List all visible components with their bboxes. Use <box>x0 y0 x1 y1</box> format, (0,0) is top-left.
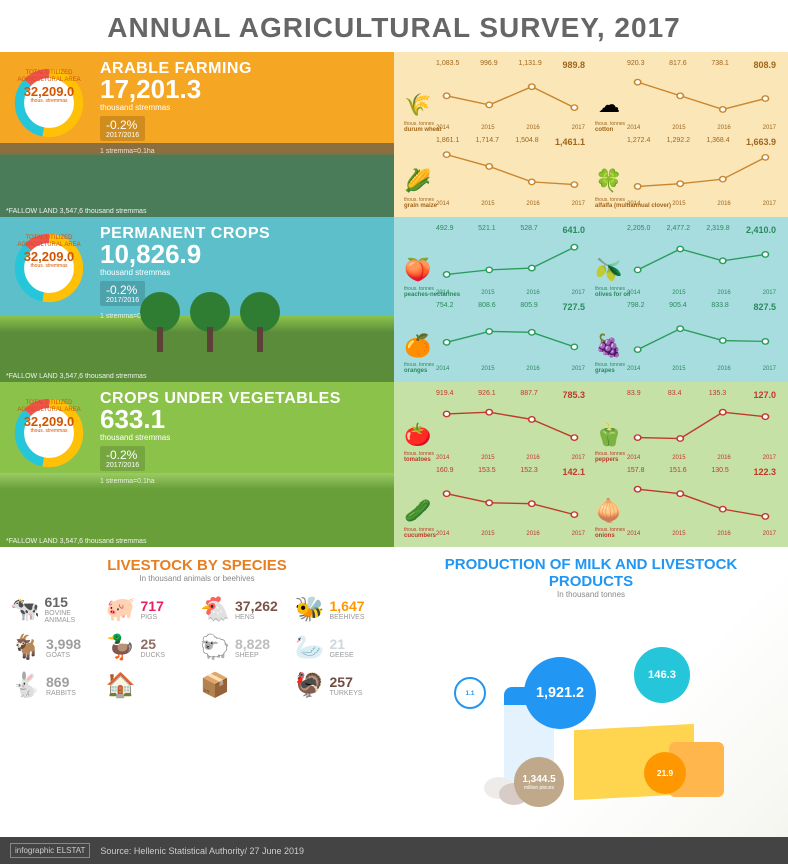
mini-chart-grain-maize: 1,861.11,714.71,504.81,461.1 🌽 thous. to… <box>402 137 589 210</box>
milk-bubble: 1,344.5million pieces <box>514 757 564 807</box>
section-headline: CROPS UNDER VEGETABLES 633.1 thousand st… <box>100 390 341 485</box>
mini-years: 2014201520162017 <box>436 290 585 296</box>
crop-icon: 🍑 <box>404 256 432 284</box>
section-row-1: TOTAL UTILIZED AGRICULTURAL AREA 32,209.… <box>0 217 788 382</box>
animal-icon: 🐇 <box>10 669 42 701</box>
crop-icon: ☁ <box>595 91 623 119</box>
mini-label: thous. tonnespeppers <box>595 452 625 463</box>
mini-label: thous. tonnescucumbers <box>404 528 436 539</box>
livestock-item: 🐔 37,262HENS <box>199 593 290 625</box>
livestock-item: 🐑 8,828SHEEP <box>199 631 290 663</box>
animal-icon: 🐝 <box>294 593 326 625</box>
mini-chart-durum-wheat: 1,083.5996.91,131.9989.8 🌾 thous. tonnes… <box>402 60 589 133</box>
mini-label: thous. tonnesgrapes <box>595 363 625 374</box>
milk-bubble: 21.9 <box>644 752 686 794</box>
mini-chart-alfalfa-(multiannual-clover): 1,272.41,292.21,368.41,663.9 🍀 thous. to… <box>593 137 780 210</box>
fallow-note: *FALLOW LAND 3,547,6 thousand stremmas <box>6 538 146 545</box>
mini-years: 2014201520162017 <box>627 201 776 207</box>
mini-label: thous. tonnesonions <box>595 528 625 539</box>
mini-years: 2014201520162017 <box>436 201 585 207</box>
livestock-item: 🦆 25DUCKS <box>105 631 196 663</box>
donut-label: TOTAL UTILIZED AGRICULTURAL AREA 32,209.… <box>10 235 88 270</box>
crop-icon: 🍀 <box>595 167 623 195</box>
mini-label: thous. tonnescotton <box>595 122 625 133</box>
livestock-item: 🦢 21GEESE <box>294 631 385 663</box>
fallow-note: *FALLOW LAND 3,547,6 thousand stremmas <box>6 208 146 215</box>
crop-icon: 🍇 <box>595 332 623 360</box>
animal-icon: 🦃 <box>294 669 326 701</box>
footer: infographic ELSTAT Source: Hellenic Stat… <box>0 837 788 864</box>
animal-icon: 🐄 <box>10 593 41 625</box>
mini-chart-olives-for-oil: 2,205.02,477.22,319.82,410.0 🫒 thous. to… <box>593 225 780 298</box>
livestock-item: 🐇 869RABBITS <box>10 669 101 701</box>
animal-icon: 🏠 <box>105 669 137 701</box>
mini-years: 2014201520162017 <box>627 290 776 296</box>
mini-chart-grapes: 798.2905.4833.8827.5 🍇 thous. tonnesgrap… <box>593 302 780 375</box>
mini-label: thous. tonnesolives for oil <box>595 287 630 298</box>
mini-chart-onions: 157.8151.6130.5122.3 🧅 thous. tonnesonio… <box>593 467 780 540</box>
livestock-item: 📦 <box>199 669 290 701</box>
milk-title: PRODUCTION OF MILK AND LIVESTOCK PRODUCT… <box>404 557 778 590</box>
fallow-note: *FALLOW LAND 3,547,6 thousand stremmas <box>6 373 146 380</box>
mini-years: 2014201520162017 <box>627 366 776 372</box>
section-row-0: TOTAL UTILIZED AGRICULTURAL AREA 32,209.… <box>0 52 788 217</box>
animal-icon: 🐔 <box>199 593 231 625</box>
section-headline: ARABLE FARMING 17,201.3 thousand stremma… <box>100 60 252 155</box>
footer-source: Source: Hellenic Statistical Authority/ … <box>100 846 304 856</box>
milk-bubble: 146.3 <box>634 647 690 703</box>
mini-chart-peaches-nectarines: 492.9521.1528.7641.0 🍑 thous. tonnespeac… <box>402 225 589 298</box>
mini-chart-peppers: 83.983.4135.3127.0 🫑 thous. tonnespepper… <box>593 390 780 463</box>
mini-years: 2014201520162017 <box>627 455 776 461</box>
livestock-item: 🏠 <box>105 669 196 701</box>
crop-icon: 🌾 <box>404 91 432 119</box>
animal-icon: 🐖 <box>105 593 137 625</box>
crop-icon: 🫒 <box>595 256 623 284</box>
donut-label: TOTAL UTILIZED AGRICULTURAL AREA 32,209.… <box>10 400 88 435</box>
page-title: ANNUAL AGRICULTURAL SURVEY, 2017 <box>0 0 788 52</box>
crop-icon: 🌽 <box>404 167 432 195</box>
mini-years: 2014201520162017 <box>627 531 776 537</box>
crop-icon: 🧅 <box>595 497 623 525</box>
mini-years: 2014201520162017 <box>436 455 585 461</box>
livestock-panel: LIVESTOCK BY SPECIES In thousand animals… <box>0 547 394 837</box>
animal-icon: 🐐 <box>10 631 42 663</box>
animal-icon: 🦆 <box>105 631 137 663</box>
footer-logo: infographic ELSTAT <box>10 843 90 858</box>
mini-chart-oranges: 754.2808.6805.9727.5 🍊 thous. tonnesoran… <box>402 302 589 375</box>
crop-icon: 🫑 <box>595 421 623 449</box>
animal-icon: 📦 <box>199 669 231 701</box>
milk-subtitle: In thousand tonnes <box>404 590 778 599</box>
mini-years: 2014201520162017 <box>436 125 585 131</box>
mini-label: thous. tonnesoranges <box>404 363 434 374</box>
livestock-title: LIVESTOCK BY SPECIES <box>10 557 384 574</box>
mini-years: 2014201520162017 <box>436 531 585 537</box>
crop-icon: 🍊 <box>404 332 432 360</box>
mini-years: 2014201520162017 <box>436 366 585 372</box>
livestock-item: 🐝 1,647BEEHIVES <box>294 593 385 625</box>
milk-panel: PRODUCTION OF MILK AND LIVESTOCK PRODUCT… <box>394 547 788 837</box>
mini-chart-cotton: 920.3817.6738.1808.9 ☁ thous. tonnescott… <box>593 60 780 133</box>
donut-label: TOTAL UTILIZED AGRICULTURAL AREA 32,209.… <box>10 70 88 105</box>
livestock-item: 🐖 717PIGS <box>105 593 196 625</box>
crop-icon: 🥒 <box>404 497 432 525</box>
mini-label: thous. tonnestomatoes <box>404 452 434 463</box>
milk-bubble: 1.1 <box>454 677 486 709</box>
milk-bubble: 1,921.2 <box>524 657 596 729</box>
mini-label: thous. tonnesgrain maize <box>404 198 437 209</box>
mini-chart-cucumbers: 160.9153.5152.3142.1 🥒 thous. tonnescucu… <box>402 467 589 540</box>
livestock-item: 🐄 615BOVINE ANIMALS <box>10 593 101 625</box>
livestock-item: 🐐 3,998GOATS <box>10 631 101 663</box>
crop-icon: 🍅 <box>404 421 432 449</box>
livestock-item: 🦃 257TURKEYS <box>294 669 385 701</box>
mini-years: 2014201520162017 <box>627 125 776 131</box>
mini-chart-tomatoes: 919.4926.1887.7785.3 🍅 thous. tonnestoma… <box>402 390 589 463</box>
animal-icon: 🐑 <box>199 631 231 663</box>
animal-icon: 🦢 <box>294 631 326 663</box>
section-row-2: TOTAL UTILIZED AGRICULTURAL AREA 32,209.… <box>0 382 788 547</box>
livestock-subtitle: In thousand animals or beehives <box>10 574 384 583</box>
